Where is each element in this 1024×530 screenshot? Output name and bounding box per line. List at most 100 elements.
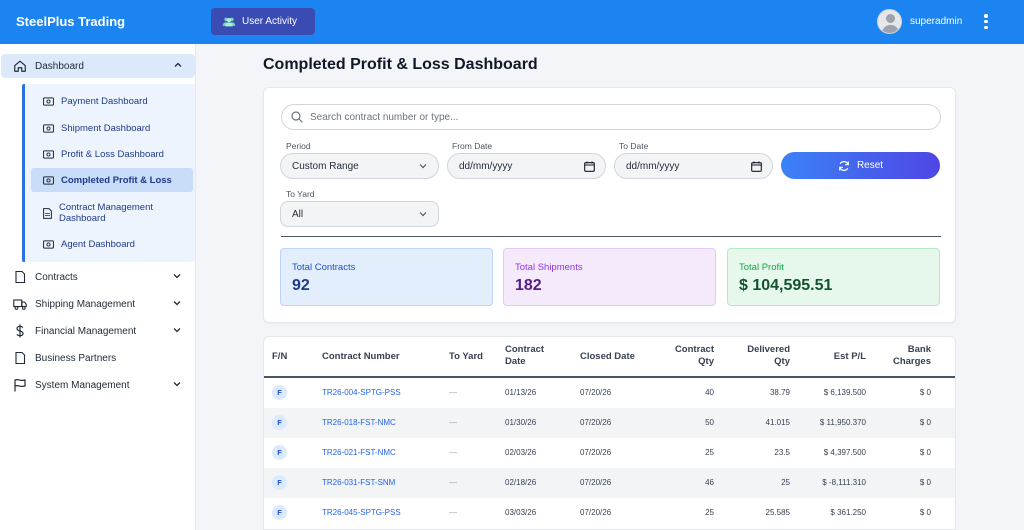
sidebar-item-label: Business Partners (35, 352, 117, 364)
stat-label: Total Contracts (292, 262, 356, 273)
chevron-down-icon (419, 212, 427, 217)
user-menu[interactable]: superadmin (877, 9, 962, 34)
fn-badge: F (272, 385, 287, 400)
period-select[interactable]: Custom Range (280, 153, 439, 179)
calendar-icon (584, 161, 595, 172)
sidebar-item-completed-profit-loss[interactable]: Completed Profit & Loss (31, 168, 193, 192)
contract-qty-cell: 40 (705, 388, 714, 397)
avatar[interactable] (877, 9, 902, 34)
table-header: F/N Contract Number To Yard Contract Dat… (264, 337, 955, 378)
to-date-label: To Date (619, 141, 649, 151)
stat-card-total-shipments: Total Shipments 182 (503, 248, 716, 306)
search-input[interactable]: Search contract number or type... (281, 104, 941, 130)
sidebar-item-label: Dashboard (35, 60, 84, 72)
to-yard-select[interactable]: All (280, 201, 439, 227)
stat-label: Total Shipments (515, 262, 583, 273)
sidebar-item-dashboard[interactable]: Dashboard (1, 54, 195, 78)
column-header-est-pl[interactable]: Est P/L (833, 351, 866, 362)
page-title: Completed Profit & Loss Dashboard (263, 56, 538, 73)
contract-number-link[interactable]: TR26-021-FST-NMC (322, 448, 396, 457)
column-header-to-yard[interactable]: To Yard (449, 351, 483, 362)
delivered-qty-cell: 41.015 (765, 418, 790, 427)
sidebar: Dashboard Payment Dashboard Shipment Das… (0, 44, 196, 530)
to-yard-value: All (292, 208, 304, 220)
divider (281, 236, 941, 237)
stat-card-total-contracts: Total Contracts 92 (280, 248, 493, 306)
stat-value: 182 (515, 277, 542, 294)
sidebar-item-business-partners[interactable]: Business Partners (0, 347, 196, 369)
flag-icon (14, 378, 26, 392)
sidebar-item-label: Completed Profit & Loss (61, 174, 172, 186)
contract-date-cell: 02/18/26 (505, 478, 537, 487)
money-icon (43, 96, 54, 106)
fn-badge: F (272, 505, 287, 520)
username: superadmin (910, 16, 963, 27)
user-activity-label: User Activity (242, 16, 298, 27)
sidebar-item-label: Shipment Dashboard (61, 122, 151, 134)
money-icon (43, 175, 54, 185)
money-icon (43, 123, 54, 133)
table-row[interactable]: F TR26-018-FST-NMC — 01/30/26 07/20/26 5… (264, 408, 955, 438)
sidebar-item-agent-dashboard[interactable]: Agent Dashboard (31, 232, 193, 256)
from-date-input[interactable]: dd/mm/yyyy (447, 153, 606, 179)
money-icon (43, 149, 54, 159)
app-brand[interactable]: SteelPlus Trading (16, 14, 126, 29)
reset-button[interactable]: Reset (781, 152, 940, 179)
to-date-value: dd/mm/yyyy (626, 160, 680, 172)
sidebar-item-label: Profit & Loss Dashboard (61, 148, 164, 160)
table-row[interactable]: F TR26-004-SPTG-PSS — 01/13/26 07/20/26 … (264, 378, 955, 408)
table-row[interactable]: F TR26-045-SPTG-PSS — 03/03/26 07/20/26 … (264, 498, 955, 528)
est-pl-cell: $ 6,139.500 (823, 388, 866, 397)
contracts-table: F/N Contract Number To Yard Contract Dat… (263, 336, 956, 530)
column-header-closed-date[interactable]: Closed Date (580, 351, 635, 362)
search-placeholder: Search contract number or type... (310, 111, 459, 123)
file-icon (15, 351, 26, 365)
sidebar-item-financial-management[interactable]: Financial Management (0, 320, 196, 342)
closed-date-cell: 07/20/26 (580, 418, 612, 427)
sidebar-item-contract-management-dashboard[interactable]: Contract Management Dashboard (31, 198, 193, 228)
table-row[interactable]: F TR26-031-FST-SNM — 02/18/26 07/20/26 4… (264, 468, 955, 498)
contract-date-cell: 01/30/26 (505, 418, 537, 427)
sidebar-item-shipment-dashboard[interactable]: Shipment Dashboard (31, 116, 193, 140)
users-icon (222, 17, 236, 27)
stat-card-total-profit: Total Profit $ 104,595.51 (727, 248, 940, 306)
contract-date-cell: 02/03/26 (505, 448, 537, 457)
column-header-contract-number[interactable]: Contract Number (322, 351, 400, 362)
user-activity-button[interactable]: User Activity (211, 8, 315, 35)
sidebar-item-profit-loss-dashboard[interactable]: Profit & Loss Dashboard (31, 142, 193, 166)
column-header-bank-charges[interactable]: Bank Charges (892, 344, 931, 367)
to-date-input[interactable]: dd/mm/yyyy (614, 153, 773, 179)
top-bar: SteelPlus Trading User Activity superadm… (0, 0, 1024, 44)
sidebar-item-payment-dashboard[interactable]: Payment Dashboard (31, 89, 193, 113)
calendar-icon (751, 161, 762, 172)
bank-charges-cell: $ 0 (919, 388, 931, 397)
contract-qty-cell: 46 (705, 478, 714, 487)
contract-number-link[interactable]: TR26-018-FST-NMC (322, 418, 396, 427)
column-header-fn[interactable]: F/N (272, 351, 288, 362)
to-yard-cell: — (449, 448, 457, 457)
column-header-delivered-qty[interactable]: Delivered Qty (747, 344, 790, 367)
contract-number-link[interactable]: TR26-031-FST-SNM (322, 478, 396, 487)
sidebar-item-shipping-management[interactable]: Shipping Management (0, 293, 196, 315)
chevron-up-icon (174, 62, 182, 67)
column-header-contract-qty[interactable]: Contract Qty (674, 344, 714, 367)
sidebar-item-label: Contract Management Dashboard (59, 201, 153, 225)
contract-qty-cell: 25 (705, 508, 714, 517)
sidebar-item-system-management[interactable]: System Management (0, 374, 196, 396)
contract-date-cell: 03/03/26 (505, 508, 537, 517)
sidebar-item-label: Agent Dashboard (61, 238, 135, 250)
sidebar-item-contracts[interactable]: Contracts (0, 266, 196, 288)
sidebar-item-label: Financial Management (35, 325, 137, 337)
bank-charges-cell: $ 0 (919, 418, 931, 427)
delivered-qty-cell: 38.79 (769, 388, 790, 397)
contract-number-link[interactable]: TR26-045-SPTG-PSS (322, 508, 401, 517)
column-header-contract-date[interactable]: Contract Date (505, 344, 545, 367)
closed-date-cell: 07/20/26 (580, 478, 612, 487)
fn-badge: F (272, 475, 287, 490)
more-options-icon[interactable] (984, 14, 988, 29)
table-row[interactable]: F TR26-021-FST-NMC — 02/03/26 07/20/26 2… (264, 438, 955, 468)
sidebar-item-label: Shipping Management (35, 298, 136, 310)
est-pl-cell: $ -8,111.310 (822, 478, 866, 487)
money-icon (43, 239, 54, 249)
contract-number-link[interactable]: TR26-004-SPTG-PSS (322, 388, 401, 397)
